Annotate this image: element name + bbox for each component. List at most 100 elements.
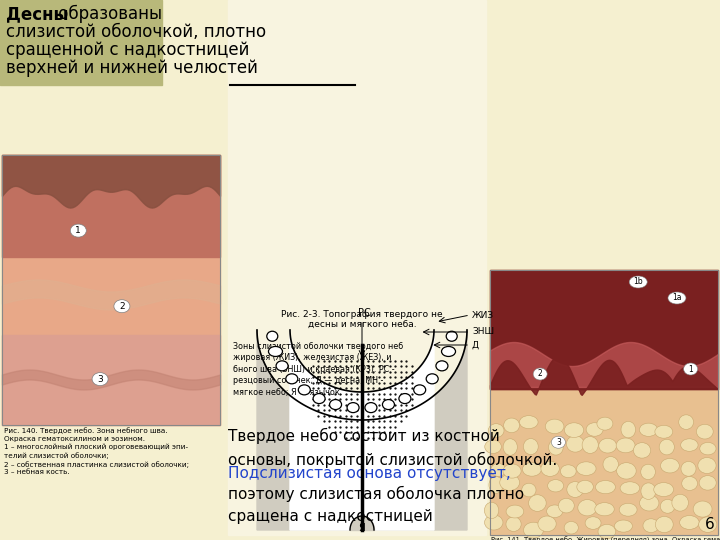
Ellipse shape xyxy=(668,292,686,304)
Ellipse shape xyxy=(523,522,544,538)
Text: Зоны слизистой оболочки твердого неб
жировая (ЖИЗ), железистая (ЖЕЗ), и
бного шв: Зоны слизистой оболочки твердого неб жир… xyxy=(233,342,403,397)
Ellipse shape xyxy=(696,424,714,439)
Ellipse shape xyxy=(567,436,584,452)
Ellipse shape xyxy=(660,500,675,513)
Ellipse shape xyxy=(523,438,539,455)
Text: ЖИЗ: ЖИЗ xyxy=(472,310,494,320)
Ellipse shape xyxy=(522,483,536,497)
Ellipse shape xyxy=(269,347,282,356)
Ellipse shape xyxy=(654,483,674,497)
Ellipse shape xyxy=(577,481,593,494)
Ellipse shape xyxy=(680,439,698,451)
Ellipse shape xyxy=(488,424,504,437)
Ellipse shape xyxy=(682,476,698,490)
Ellipse shape xyxy=(616,438,635,453)
Ellipse shape xyxy=(491,463,506,476)
Ellipse shape xyxy=(597,417,613,430)
Ellipse shape xyxy=(578,500,597,516)
Text: 2: 2 xyxy=(119,302,125,310)
Ellipse shape xyxy=(441,347,456,356)
Ellipse shape xyxy=(595,503,614,516)
Ellipse shape xyxy=(680,516,699,529)
Ellipse shape xyxy=(485,515,503,530)
Ellipse shape xyxy=(679,415,693,429)
Ellipse shape xyxy=(681,462,696,476)
Ellipse shape xyxy=(693,501,712,517)
Ellipse shape xyxy=(698,517,717,532)
Ellipse shape xyxy=(699,476,716,490)
Ellipse shape xyxy=(541,461,559,476)
Bar xyxy=(490,270,718,535)
Ellipse shape xyxy=(641,483,656,500)
Bar xyxy=(0,0,162,85)
Text: РС: РС xyxy=(358,308,370,318)
Text: Твердое небо состоит из костной
основы, покрытой слизистой оболочкой.: Твердое небо состоит из костной основы, … xyxy=(228,428,557,468)
Ellipse shape xyxy=(564,423,584,437)
Ellipse shape xyxy=(92,373,108,386)
Text: Я: Я xyxy=(359,523,365,533)
Ellipse shape xyxy=(347,403,359,413)
Ellipse shape xyxy=(634,443,651,458)
Ellipse shape xyxy=(286,374,298,384)
Text: верхней и нижней челюстей: верхней и нижней челюстей xyxy=(6,59,258,77)
Ellipse shape xyxy=(582,436,598,454)
Ellipse shape xyxy=(549,440,563,455)
Ellipse shape xyxy=(616,463,636,479)
Bar xyxy=(490,270,718,535)
Ellipse shape xyxy=(503,464,521,478)
Ellipse shape xyxy=(298,385,310,395)
Ellipse shape xyxy=(71,224,86,237)
Bar xyxy=(228,0,486,535)
Ellipse shape xyxy=(523,462,541,476)
Ellipse shape xyxy=(577,462,596,475)
Ellipse shape xyxy=(504,418,520,433)
Text: 3: 3 xyxy=(97,375,103,383)
Bar xyxy=(2,155,220,425)
Ellipse shape xyxy=(567,482,583,497)
Ellipse shape xyxy=(426,374,438,384)
Ellipse shape xyxy=(620,482,639,495)
Ellipse shape xyxy=(382,400,395,409)
Ellipse shape xyxy=(629,276,647,288)
Ellipse shape xyxy=(643,519,659,532)
Ellipse shape xyxy=(503,439,518,455)
Ellipse shape xyxy=(660,439,675,455)
Ellipse shape xyxy=(545,419,564,434)
Ellipse shape xyxy=(485,440,501,454)
Ellipse shape xyxy=(276,361,288,371)
Ellipse shape xyxy=(436,361,448,371)
Ellipse shape xyxy=(585,517,601,529)
Text: Подслизистая основа отсутствует,: Подслизистая основа отсутствует, xyxy=(228,466,510,481)
Ellipse shape xyxy=(586,423,603,436)
Text: 2: 2 xyxy=(538,369,543,379)
Ellipse shape xyxy=(519,416,538,429)
Ellipse shape xyxy=(313,394,325,403)
Ellipse shape xyxy=(548,480,564,492)
Ellipse shape xyxy=(528,495,546,511)
Text: Десны: Десны xyxy=(6,5,68,23)
Text: Рис. 140. Твердое небо. Зона небного шва.
Окраска гематоксилином и эозином.
1 – : Рис. 140. Твердое небо. Зона небного шва… xyxy=(4,427,189,476)
Text: сращенной с надкостницей: сращенной с надкостницей xyxy=(6,41,249,59)
Text: слизистой оболочкой, плотно: слизистой оболочкой, плотно xyxy=(6,23,266,41)
Text: 1: 1 xyxy=(76,226,81,235)
Ellipse shape xyxy=(399,394,411,403)
Ellipse shape xyxy=(639,495,659,511)
Ellipse shape xyxy=(446,331,457,341)
Ellipse shape xyxy=(700,442,716,455)
Ellipse shape xyxy=(641,464,655,480)
Text: 6: 6 xyxy=(706,517,715,532)
Ellipse shape xyxy=(655,426,672,438)
Ellipse shape xyxy=(621,421,636,438)
Bar xyxy=(2,335,220,425)
Ellipse shape xyxy=(639,423,657,436)
Ellipse shape xyxy=(533,368,547,380)
Text: Д: Д xyxy=(472,341,479,349)
Ellipse shape xyxy=(538,516,556,532)
Text: 1: 1 xyxy=(688,364,693,374)
Ellipse shape xyxy=(564,522,578,534)
Ellipse shape xyxy=(672,494,688,511)
Ellipse shape xyxy=(599,438,616,453)
Ellipse shape xyxy=(614,520,632,532)
Ellipse shape xyxy=(489,476,503,494)
Ellipse shape xyxy=(560,465,576,478)
